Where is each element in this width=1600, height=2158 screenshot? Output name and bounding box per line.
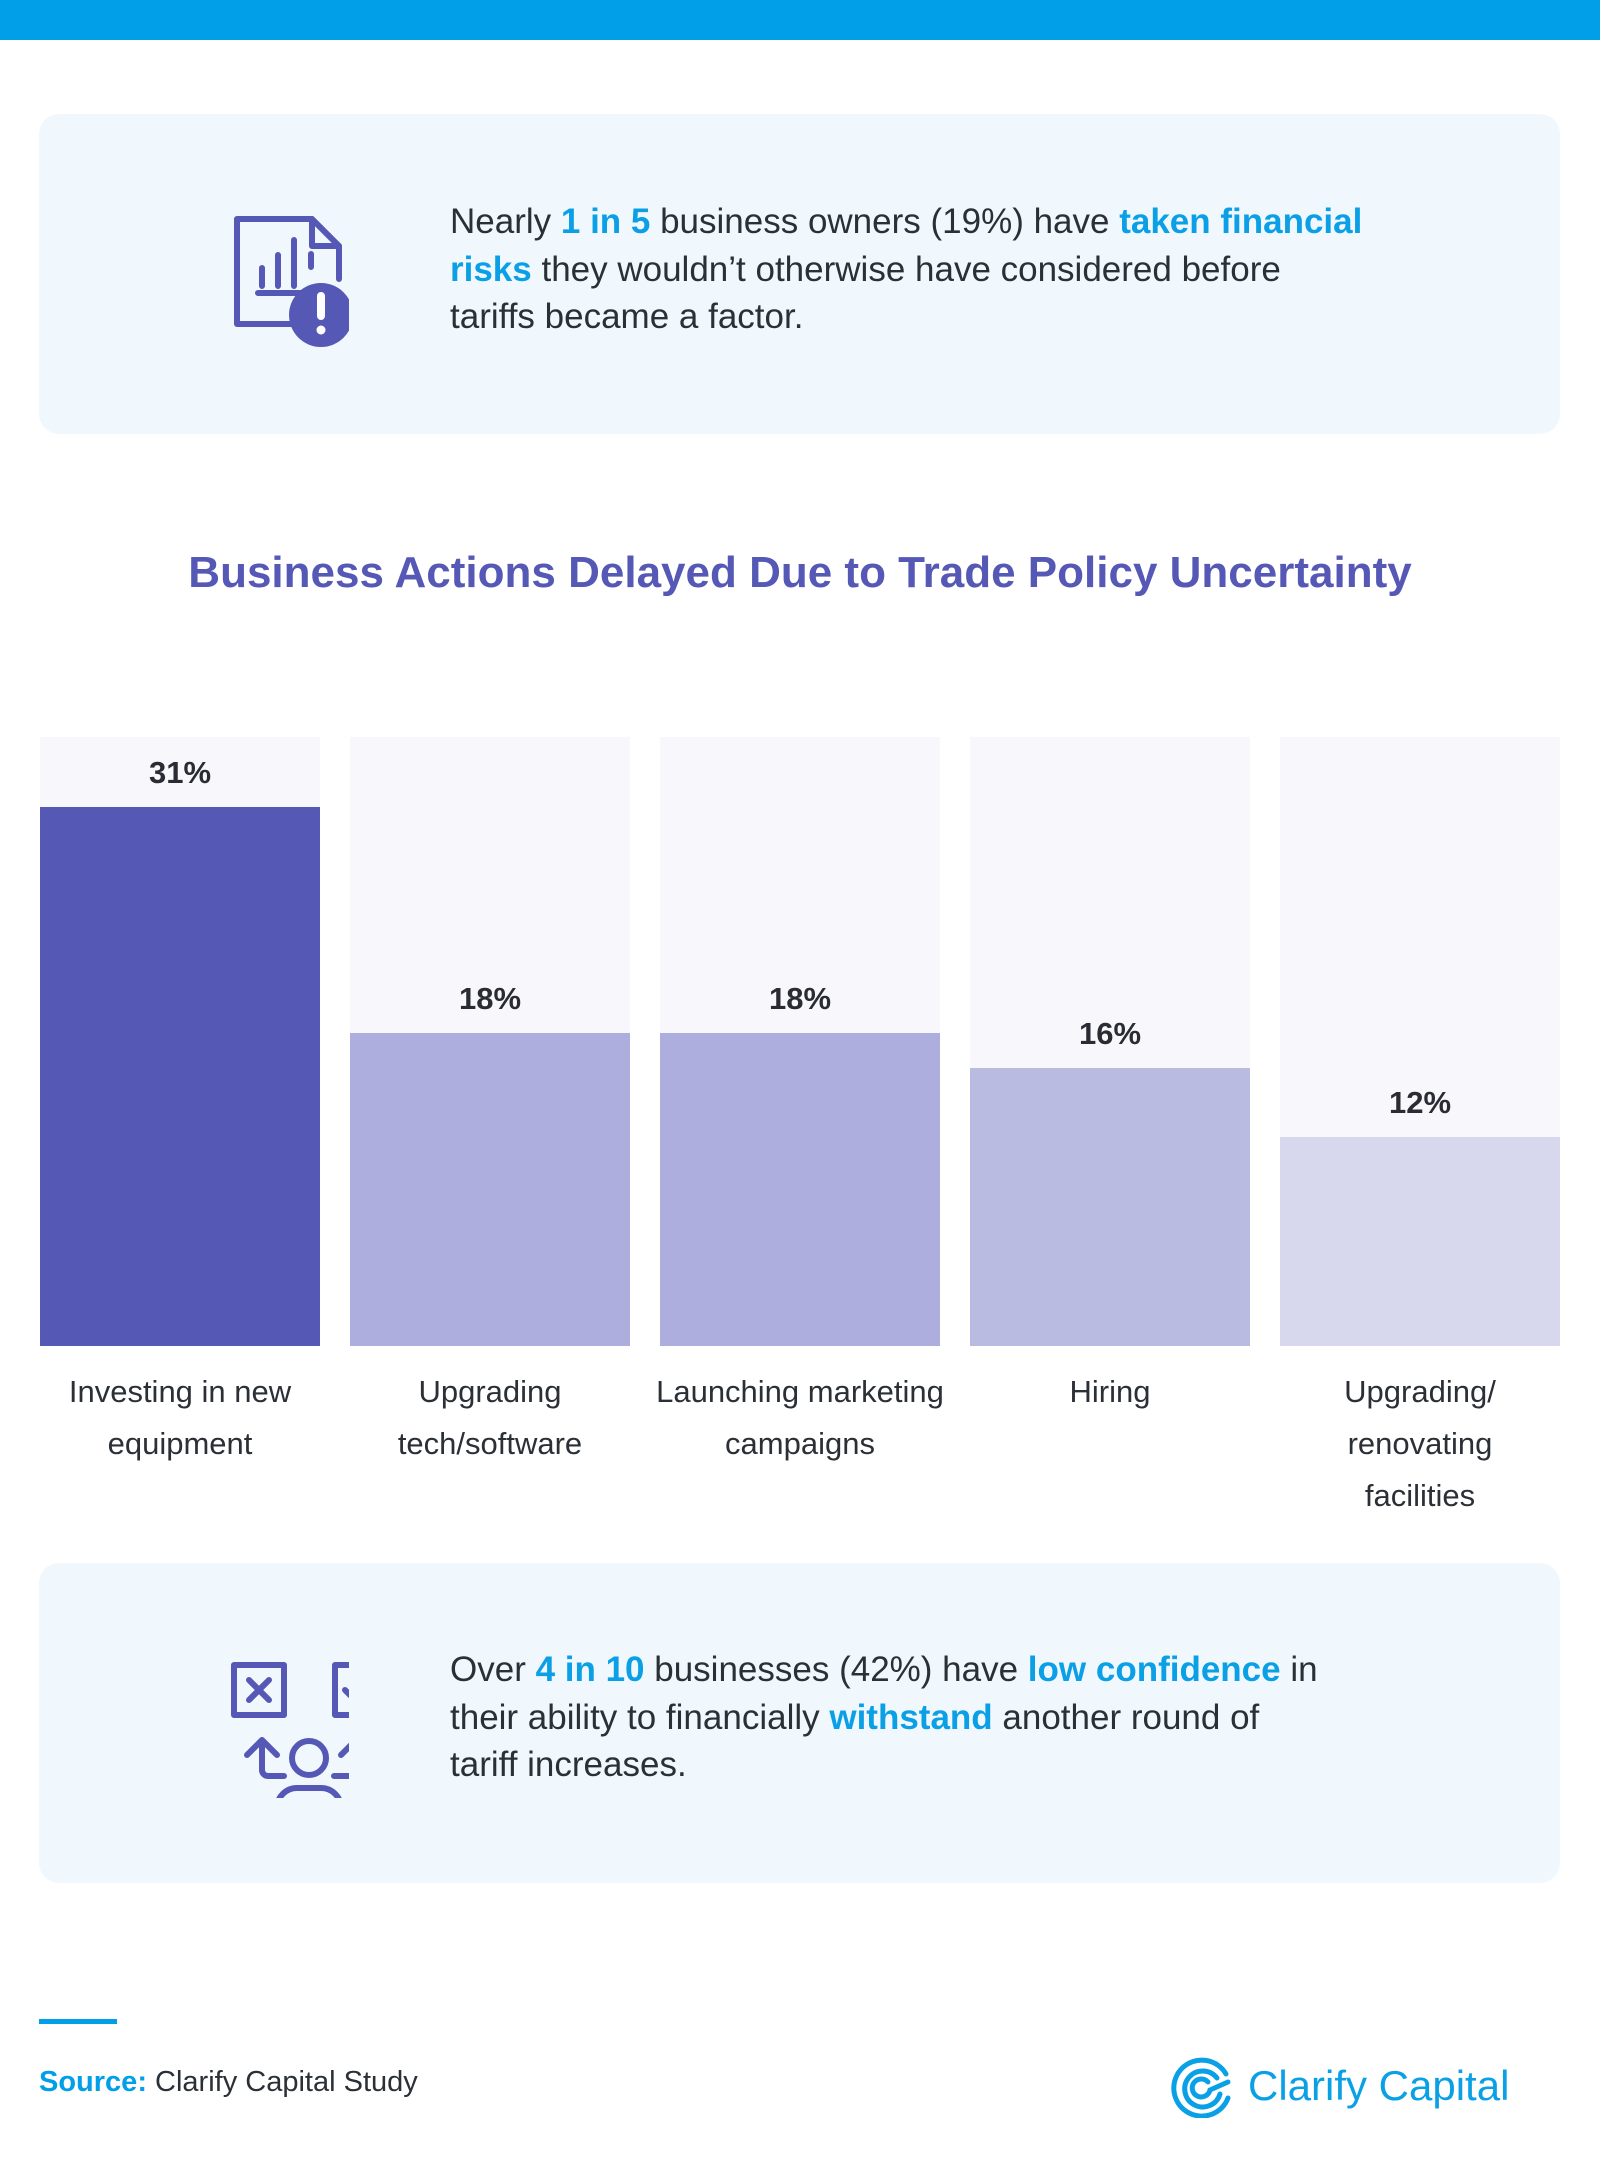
data-label: 12% bbox=[1388, 1085, 1452, 1121]
brand-logo: Clarify Capital bbox=[1170, 2054, 1509, 2118]
text-segment: tariff increases. bbox=[450, 1745, 687, 1784]
stat-card-low-confidence: Over 4 in 10 businesses (42%) have low c… bbox=[39, 1563, 1560, 1883]
category-label: Upgrading/renovating facilities bbox=[1250, 1366, 1590, 1522]
chart-title: Business Actions Delayed Due to Trade Po… bbox=[188, 548, 1412, 597]
highlight-text: taken financial bbox=[1119, 202, 1363, 241]
bar bbox=[40, 806, 320, 1346]
category-label: Upgrading tech/software bbox=[320, 1366, 660, 1470]
brand-name: Clarify Capital bbox=[1248, 2062, 1510, 2109]
stat-card-financial-risks: Nearly 1 in 5 business owners (19%) have… bbox=[39, 114, 1560, 434]
bar-chart: 31% Investing in new equipment 18% Upgrading… bbox=[10, 754, 1590, 1522]
category-label-line: tech/software bbox=[397, 1426, 583, 1461]
text-segment: their ability to financially bbox=[450, 1697, 830, 1737]
category-label-line: renovating bbox=[1347, 1426, 1493, 1461]
category-label-line: equipment bbox=[107, 1426, 253, 1461]
text-segment: business owners (19%) have bbox=[650, 202, 1120, 241]
bar bbox=[350, 1032, 630, 1346]
category-label-line: facilities bbox=[1364, 1478, 1476, 1513]
text-segment: in bbox=[1280, 1650, 1318, 1689]
document-chart-alert-icon bbox=[234, 216, 349, 347]
decision-person-icon bbox=[231, 1662, 349, 1798]
text-line: Over 4 in 10 businesses (42%) have low c… bbox=[450, 1646, 1318, 1694]
category-label: Launching marketing campaigns bbox=[630, 1366, 970, 1470]
category-label-line: campaigns bbox=[725, 1426, 875, 1461]
category-label-line: Upgrading/ bbox=[1344, 1374, 1496, 1409]
top-accent-bar bbox=[0, 0, 1600, 40]
bar bbox=[970, 1067, 1250, 1346]
category-label: Investing in new equipment bbox=[10, 1366, 350, 1470]
highlight-text: 1 in 5 bbox=[560, 202, 651, 241]
text-line: tariffs became a factor. bbox=[450, 293, 1362, 341]
data-label: 18% bbox=[768, 980, 832, 1016]
text-segment: they wouldn’t otherwise have considered … bbox=[531, 249, 1281, 289]
text-segment: Over bbox=[450, 1650, 536, 1689]
data-label: 18% bbox=[458, 980, 522, 1016]
highlight-text: 4 in 10 bbox=[535, 1650, 645, 1689]
text-segment: Nearly bbox=[450, 202, 561, 241]
category-label-line: Hiring bbox=[1069, 1374, 1151, 1409]
source-note: Source: Clarify Capital Study bbox=[39, 2066, 418, 2099]
data-label: 16% bbox=[1078, 1015, 1142, 1051]
source-divider bbox=[39, 2019, 117, 2024]
text-line: Nearly 1 in 5 business owners (19%) have… bbox=[450, 198, 1362, 246]
category-label-line: Investing in new bbox=[68, 1374, 292, 1409]
highlight-text: risks bbox=[450, 249, 532, 289]
text-segment: tariffs became a factor. bbox=[450, 297, 804, 336]
text-segment: another round of bbox=[992, 1697, 1260, 1737]
category-label-line: Upgrading bbox=[418, 1374, 562, 1409]
highlight-text: low confidence bbox=[1027, 1650, 1281, 1689]
highlight-text: withstand bbox=[829, 1697, 993, 1737]
source-text: Clarify Capital Study bbox=[146, 2066, 418, 2098]
text-line: tariff increases. bbox=[450, 1741, 1318, 1789]
source-label: Source: bbox=[39, 2066, 147, 2098]
bar bbox=[660, 1032, 940, 1346]
text-line: risks they wouldn’t otherwise have consi… bbox=[450, 246, 1362, 294]
stat-text: Nearly 1 in 5 business owners (19%) have… bbox=[450, 198, 1362, 341]
clarify-logo-icon bbox=[1171, 2057, 1231, 2118]
stat-text: Over 4 in 10 businesses (42%) have low c… bbox=[450, 1646, 1318, 1789]
data-label: 31% bbox=[148, 754, 212, 790]
bar bbox=[1280, 1137, 1560, 1346]
category-label: Hiring bbox=[940, 1366, 1280, 1418]
text-line: their ability to financially withstand a… bbox=[450, 1694, 1318, 1742]
text-segment: businesses (42%) have bbox=[644, 1650, 1028, 1689]
category-label-line: Launching marketing bbox=[656, 1374, 944, 1409]
